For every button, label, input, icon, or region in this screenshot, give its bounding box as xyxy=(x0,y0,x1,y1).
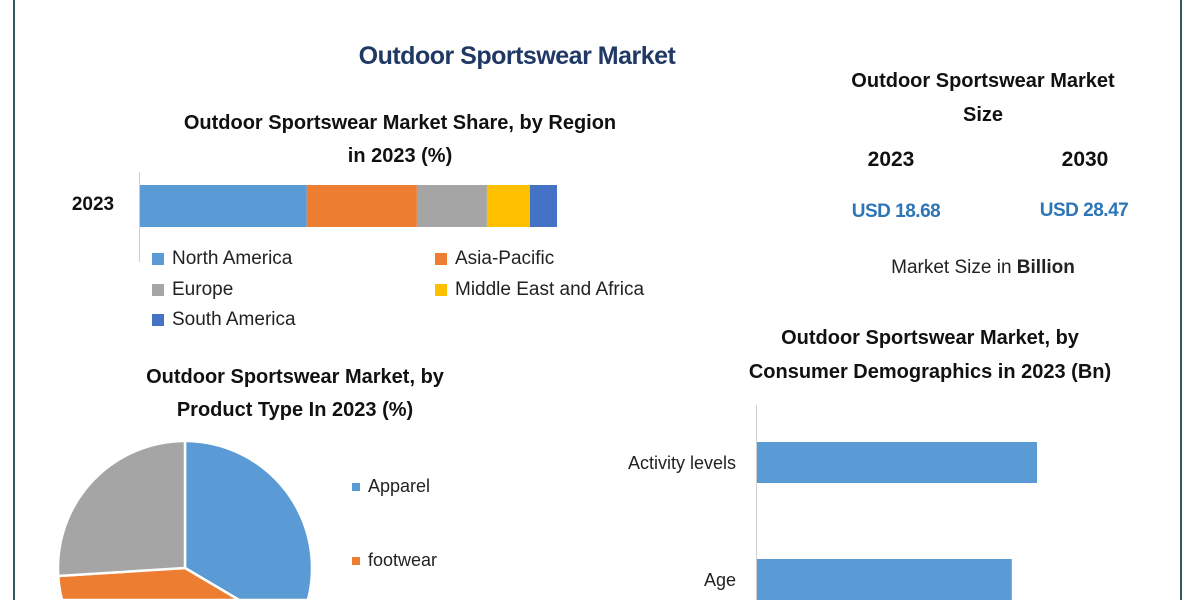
region-legend-item: Middle East and Africa xyxy=(435,279,644,301)
legend-label: Asia-Pacific xyxy=(455,248,555,269)
legend-swatch xyxy=(352,556,360,565)
legend-swatch xyxy=(435,284,447,296)
region-legend-item: Europe xyxy=(152,279,233,301)
market-size-year-2023: 2023 xyxy=(867,148,915,171)
market-size-year-2030: 2030 xyxy=(1061,148,1109,171)
region-bar-segment-europe xyxy=(416,185,487,227)
legend-swatch xyxy=(352,482,360,491)
market-size-unit-note: Market Size in Billion xyxy=(891,257,1075,279)
region-legend-item: South America xyxy=(152,309,296,331)
pie-slice-apparel xyxy=(183,439,314,600)
unit-note-prefix: Market Size in xyxy=(891,257,1017,278)
pie-legend-apparel: Apparel xyxy=(352,476,430,497)
demographics-category-label: Activity levels xyxy=(628,453,736,473)
region-bar-category-label: 2023 xyxy=(71,194,115,215)
legend-swatch xyxy=(152,253,164,265)
demographics-category-label: Age xyxy=(704,570,736,590)
legend-swatch xyxy=(435,253,447,265)
unit-note-bold: Billion xyxy=(1016,257,1075,278)
product-chart-title-line1: Outdoor Sportswear Market, by xyxy=(146,366,444,388)
demographics-chart-title-line1: Outdoor Sportswear Market, by xyxy=(781,327,1079,349)
market-size-value-2023: USD 18.68 xyxy=(851,201,941,222)
demographics-chart-title-line2: Consumer Demographics in 2023 (Bn) xyxy=(748,361,1112,383)
demographics-bar-activity-levels xyxy=(757,442,1037,483)
region-bar-segment-south-america xyxy=(529,185,557,227)
market-size-title-line2: Size xyxy=(962,104,1004,126)
legend-swatch xyxy=(152,284,164,296)
market-size-value-2030: USD 28.47 xyxy=(1039,200,1129,221)
region-chart-title-line1: Outdoor Sportswear Market Share, by Regi… xyxy=(183,112,617,134)
pie-slice-footwear xyxy=(56,566,242,600)
market-size-title-line1: Outdoor Sportswear Market xyxy=(851,70,1115,92)
legend-label: footwear xyxy=(368,550,438,570)
pie-slice-other xyxy=(56,439,187,578)
region-bar-segment-middle-east-and-africa xyxy=(486,185,530,227)
region-legend-item: Asia-Pacific xyxy=(435,248,554,270)
legend-label: Europe xyxy=(172,279,234,300)
legend-label: South America xyxy=(172,309,296,330)
product-chart-title-line2: Product Type In 2023 (%) xyxy=(176,399,414,421)
pie-legend-footwear: footwear xyxy=(352,550,437,571)
region-legend-item: North America xyxy=(152,248,292,270)
region-bar-segment-north-america xyxy=(140,185,307,227)
region-bar-segment-asia-pacific xyxy=(306,185,417,227)
legend-label: Apparel xyxy=(368,476,431,496)
legend-label: Middle East and Africa xyxy=(455,279,645,300)
page-title: Outdoor Sportswear Market xyxy=(358,42,676,70)
legend-swatch xyxy=(152,314,164,326)
region-chart-title-line2: in 2023 (%) xyxy=(347,145,453,167)
demographics-bar-age xyxy=(757,559,1012,600)
legend-label: North America xyxy=(172,248,293,269)
infographic-frame xyxy=(13,0,1182,600)
